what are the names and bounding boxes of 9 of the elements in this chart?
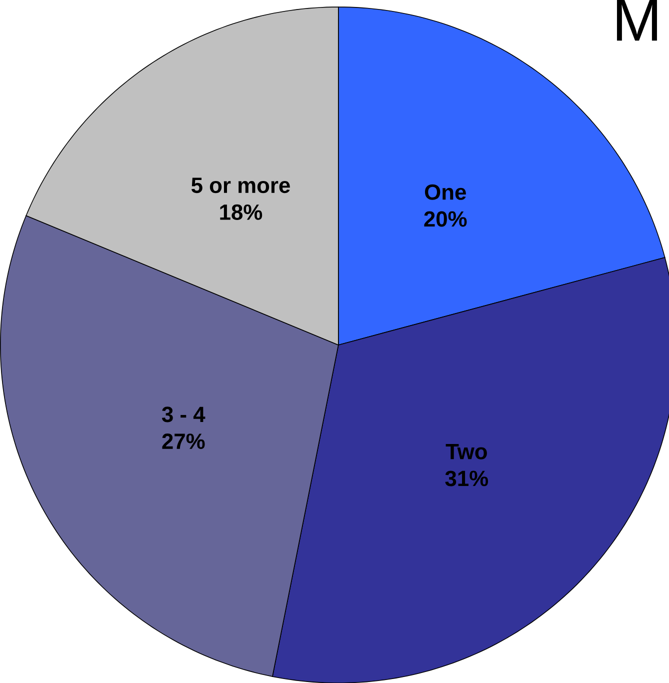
chart-title: M	[616, 0, 657, 41]
data-label: 31%	[445, 470, 488, 486]
data-label: 20%	[424, 211, 467, 227]
slice-label: Two	[446, 444, 487, 460]
data-label: 18%	[220, 204, 262, 220]
slice-label: One	[424, 184, 466, 200]
data-label: 27%	[162, 434, 205, 450]
slice-label: 3 - 4	[162, 406, 205, 422]
slice-label: 5 or more	[191, 178, 290, 194]
